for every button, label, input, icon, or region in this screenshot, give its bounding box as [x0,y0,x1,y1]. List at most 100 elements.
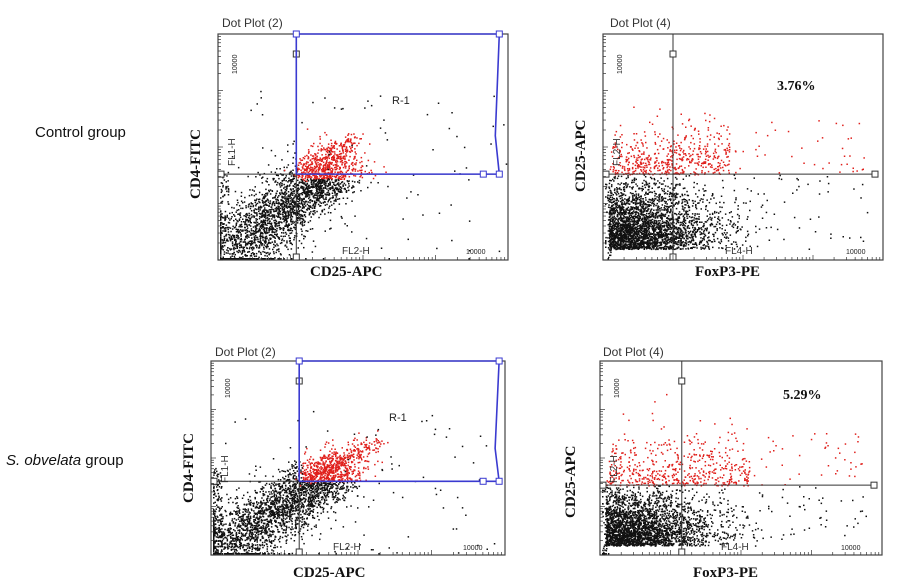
data-point [297,189,299,192]
data-point [637,222,640,225]
data-point [287,164,290,166]
data-point [612,169,615,171]
data-point [345,141,347,143]
data-point [350,133,353,136]
data-point [329,183,331,185]
data-point [346,149,349,151]
data-point [264,214,266,216]
data-point [674,232,677,235]
data-point [278,201,280,204]
data-point [614,188,616,190]
data-point [358,142,360,145]
data-point [359,176,361,178]
data-point [283,258,285,260]
data-point [281,205,283,208]
data-point [702,198,704,201]
data-point [246,247,249,250]
data-point [246,242,249,245]
data-point [329,168,331,171]
data-point [306,187,309,189]
data-point [662,241,665,244]
data-point [324,169,326,171]
data-point [279,213,282,215]
data-point [274,222,276,224]
data-point [343,144,345,146]
data-point [304,235,306,238]
data-point [314,175,317,177]
data-point [244,222,246,224]
data-point [233,258,236,260]
data-point [312,196,314,198]
data-point [264,212,266,214]
data-point [679,234,682,236]
data-point [306,180,308,182]
data-point [304,176,307,178]
data-point [334,153,336,155]
data-point [615,194,618,196]
data-point [269,225,272,228]
data-point [296,192,299,194]
data-point [305,192,308,194]
data-point [729,234,732,236]
data-point [686,199,688,202]
data-point [287,201,290,203]
data-point [657,227,659,230]
data-point [231,242,234,245]
data-point [324,131,326,134]
data-point [236,219,238,222]
data-point [647,246,649,248]
data-point [676,241,679,243]
data-point [232,234,234,236]
data-point [278,195,280,197]
data-point [356,159,358,162]
data-point [268,239,270,241]
data-point [700,241,702,244]
data-point [335,164,337,167]
data-point [629,246,632,249]
data-point [259,251,262,254]
data-point [300,163,302,165]
data-point [275,180,277,182]
data-point [244,241,247,243]
data-point [302,164,304,167]
data-point [311,172,313,174]
data-point [317,169,320,171]
data-point [283,196,286,198]
data-point [662,248,665,250]
data-point [298,175,300,177]
data-point [335,200,337,202]
data-point [723,236,726,238]
data-point [657,224,660,226]
data-point [344,142,347,144]
data-point [279,184,281,186]
data-point [256,224,259,227]
data-point [622,213,624,216]
data-point [327,200,329,203]
data-point [641,242,644,244]
data-point [712,246,714,249]
data-point [266,258,268,260]
data-point [235,242,237,244]
data-point [294,165,297,167]
data-point [307,221,310,224]
data-point [268,189,270,192]
data-point [334,141,337,144]
data-point [270,215,272,217]
data-point [330,212,332,214]
data-point [292,205,294,207]
data-point [325,174,328,176]
data-point [657,169,659,172]
data-point [422,214,424,216]
data-point [316,186,319,188]
data-point [662,213,664,215]
data-point [266,204,269,206]
data-point [281,191,283,194]
data-point [305,168,307,171]
data-point [257,258,259,260]
data-point [258,198,260,201]
data-point [221,227,223,229]
data-point [265,228,268,231]
data-point [728,212,731,214]
data-point [287,229,289,231]
data-point [242,230,244,232]
